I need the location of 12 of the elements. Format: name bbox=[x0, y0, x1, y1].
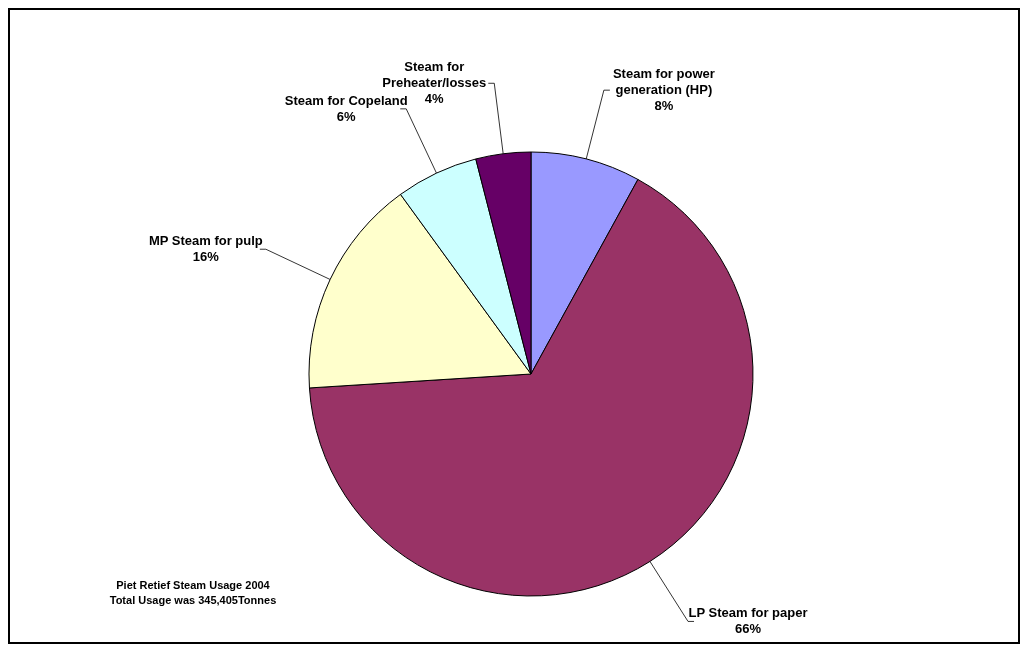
slice-label: LP Steam for paper bbox=[688, 605, 808, 621]
data-label: 8% bbox=[654, 98, 674, 114]
slice-label: Steam for Preheater/losses bbox=[382, 59, 487, 91]
text: Total Usage was 345,405Tonnes bbox=[109, 594, 277, 606]
text: Piet Retief Steam Usage 2004 bbox=[116, 579, 271, 591]
data-label: 66% bbox=[735, 621, 762, 637]
data-label: 16% bbox=[192, 249, 220, 265]
slice-label: Steam for power generation (HP) bbox=[612, 66, 715, 98]
slice-label: Steam for Copeland bbox=[284, 92, 408, 108]
slice-label: MP Steam for pulp bbox=[148, 233, 263, 249]
data-label: 6% bbox=[336, 108, 357, 124]
data-label: 4% bbox=[424, 91, 445, 107]
